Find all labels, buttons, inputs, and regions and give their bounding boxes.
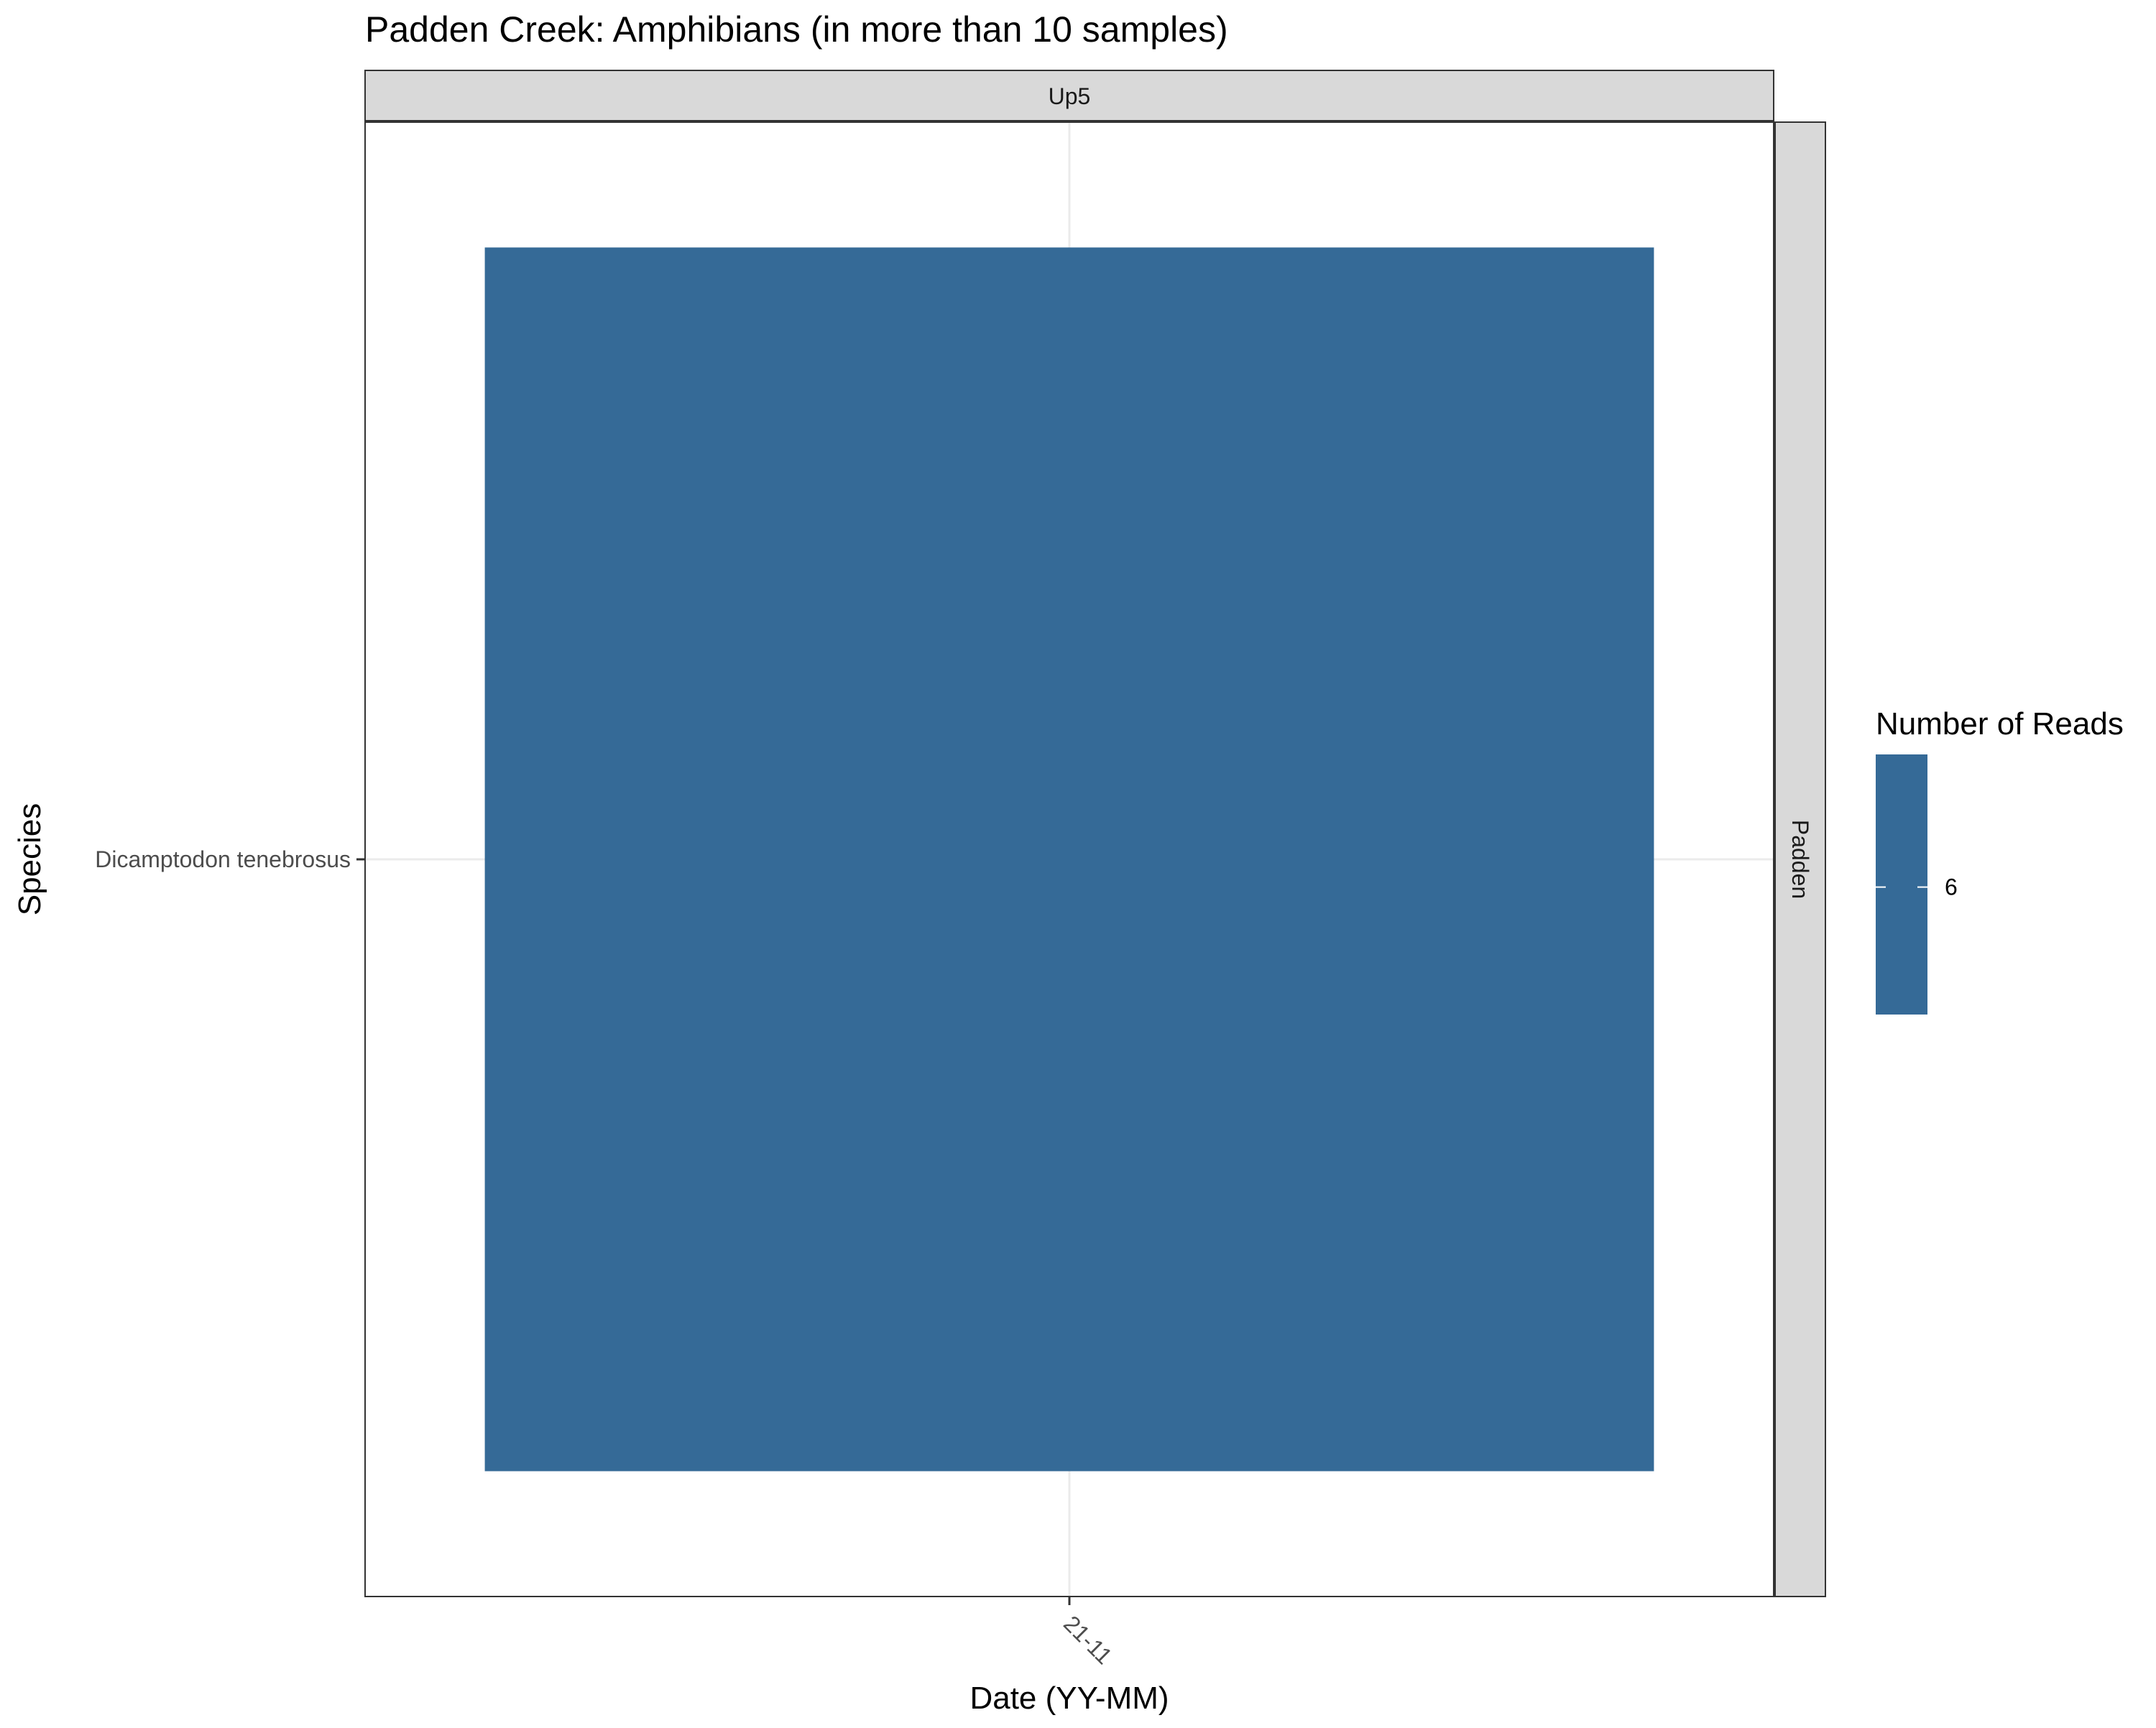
- heatmap-cells: [484, 247, 1654, 1471]
- facet-label-top: Up5: [1049, 83, 1091, 109]
- facet-label-right: Padden: [1787, 820, 1813, 899]
- legend: 6: [1876, 754, 1958, 1015]
- chart-title: Padden Creek: Amphibians (in more than 1…: [365, 9, 1228, 50]
- y-tick-label: Dicamptodon tenebrosus: [95, 846, 351, 872]
- legend-title: Number of Reads: [1876, 706, 2124, 741]
- x-axis-title: Date (YY-MM): [969, 1681, 1169, 1716]
- legend-tick-label: 6: [1945, 874, 1958, 900]
- heatmap-cell: [484, 247, 1654, 1471]
- legend-colorbar: [1876, 754, 1927, 1015]
- y-axis-title: Species: [12, 803, 47, 916]
- y-axis: Dicamptodon tenebrosus: [95, 846, 365, 872]
- facet-strip-top: [364, 70, 1774, 121]
- facet-strip-right: [1774, 121, 1826, 1597]
